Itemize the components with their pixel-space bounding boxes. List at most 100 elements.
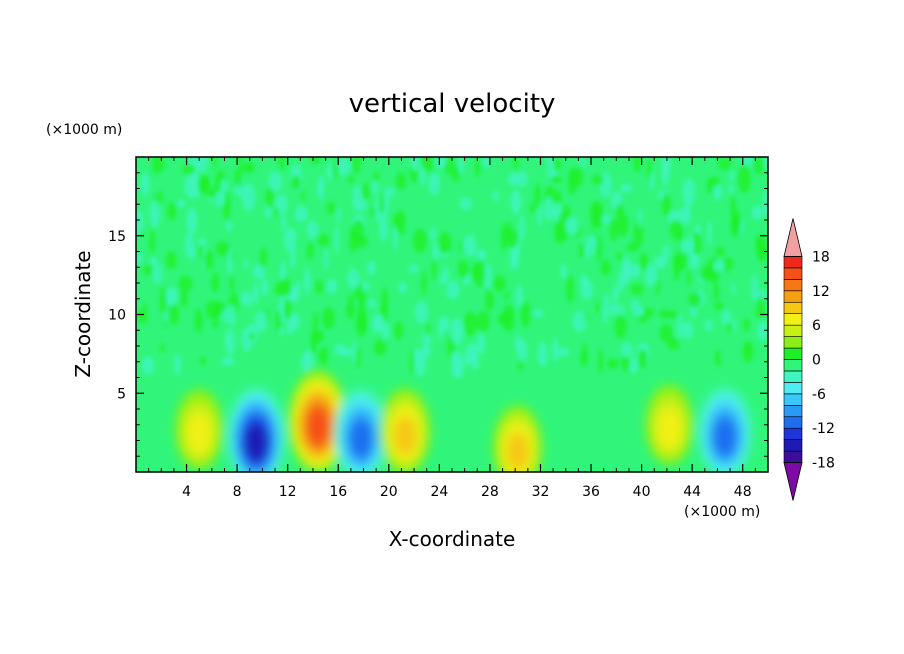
texture-streak bbox=[560, 263, 567, 279]
colorbar-tick-label: -12 bbox=[812, 421, 835, 437]
texture-streak bbox=[349, 225, 357, 254]
x-tick-label: 40 bbox=[633, 484, 651, 500]
x-axis-label: X-coordinate bbox=[389, 527, 516, 551]
colorbar-band bbox=[783, 370, 803, 383]
texture-streak bbox=[645, 263, 657, 287]
texture-streak bbox=[707, 219, 712, 246]
texture-streak bbox=[584, 236, 589, 261]
cell-0 bbox=[175, 389, 224, 470]
texture-streak bbox=[159, 343, 166, 353]
x-tick-label: 20 bbox=[380, 484, 398, 500]
texture-streak bbox=[225, 221, 233, 232]
colorbar-band bbox=[783, 439, 803, 452]
texture-streak bbox=[265, 187, 274, 209]
texture-streak bbox=[493, 275, 506, 292]
texture-streak bbox=[428, 172, 441, 195]
texture-streak bbox=[620, 342, 633, 358]
texture-streak bbox=[300, 351, 315, 376]
cell-2 bbox=[288, 370, 348, 472]
texture-streak bbox=[322, 307, 335, 330]
texture-streak bbox=[662, 245, 670, 259]
colorbar-extend-bottom bbox=[783, 462, 803, 501]
texture-streak bbox=[603, 293, 610, 309]
texture-streak bbox=[727, 184, 734, 193]
texture-streak bbox=[440, 316, 450, 332]
texture-streak bbox=[294, 205, 308, 223]
texture-streak bbox=[136, 251, 143, 264]
texture-streak bbox=[241, 183, 256, 211]
texture-streak bbox=[306, 220, 318, 239]
texture-streak bbox=[434, 157, 447, 169]
texture-streak bbox=[600, 259, 611, 276]
colorbar-band bbox=[783, 324, 803, 337]
texture-streak bbox=[301, 190, 306, 203]
texture-streak bbox=[438, 275, 444, 286]
texture-streak bbox=[323, 248, 329, 271]
texture-streak bbox=[616, 251, 622, 262]
texture-streak bbox=[286, 317, 295, 335]
texture-streak bbox=[633, 306, 645, 317]
texture-streak bbox=[414, 301, 428, 324]
texture-streak bbox=[476, 311, 490, 333]
colorbar-band bbox=[783, 450, 803, 463]
colorbar-tick-label: 12 bbox=[812, 284, 830, 300]
texture-streak bbox=[194, 308, 203, 333]
texture-streak bbox=[682, 178, 695, 207]
texture-streak bbox=[430, 226, 436, 241]
texture-streak bbox=[529, 202, 535, 214]
texture-streak bbox=[549, 175, 563, 184]
x-tick-label: 4 bbox=[182, 484, 191, 500]
texture-streak bbox=[420, 344, 431, 359]
texture-streak bbox=[475, 249, 487, 261]
texture-streak bbox=[500, 223, 508, 251]
texture-streak bbox=[608, 303, 620, 315]
colorbar-tick-label: -18 bbox=[812, 456, 835, 472]
cell-contour bbox=[394, 416, 417, 455]
texture-streak bbox=[572, 311, 587, 332]
texture-streak bbox=[630, 283, 644, 295]
colorbar-band bbox=[783, 267, 803, 280]
texture-streak bbox=[225, 327, 235, 356]
texture-streak bbox=[345, 295, 356, 320]
texture-streak bbox=[304, 267, 311, 295]
texture-streak bbox=[450, 317, 464, 346]
texture-streak bbox=[596, 234, 603, 262]
texture-streak bbox=[764, 157, 768, 170]
texture-streak bbox=[366, 261, 376, 276]
texture-streak bbox=[155, 157, 165, 173]
texture-streak bbox=[163, 309, 168, 324]
colorbar: 18 12 6 0 -6 -12 -18 bbox=[783, 218, 835, 501]
texture-streak bbox=[629, 263, 641, 278]
texture-streak bbox=[149, 200, 161, 228]
colorbar-band bbox=[783, 347, 803, 360]
x-tick-label: 48 bbox=[734, 484, 752, 500]
texture-streak bbox=[384, 186, 390, 209]
texture-streak bbox=[601, 214, 612, 224]
texture-streak bbox=[665, 310, 679, 319]
texture-streak bbox=[565, 216, 579, 236]
texture-streak bbox=[347, 174, 354, 184]
chart-title: vertical velocity bbox=[349, 89, 556, 119]
texture-streak bbox=[673, 254, 680, 282]
texture-streak bbox=[713, 184, 723, 201]
texture-streak bbox=[659, 324, 673, 343]
texture-streak bbox=[730, 215, 741, 238]
texture-streak bbox=[421, 270, 427, 296]
texture-streak bbox=[704, 319, 714, 331]
texture-streak bbox=[667, 337, 680, 351]
texture-streak bbox=[446, 280, 460, 300]
texture-streak bbox=[637, 349, 648, 368]
texture-streak bbox=[654, 255, 668, 269]
texture-streak bbox=[152, 263, 163, 284]
texture-streak bbox=[513, 157, 519, 170]
texture-streak bbox=[280, 260, 286, 284]
texture-streak bbox=[715, 349, 721, 367]
texture-streak bbox=[178, 275, 193, 292]
texture-streak bbox=[502, 304, 515, 332]
texture-streak bbox=[638, 207, 642, 228]
colorbar-band bbox=[783, 256, 803, 269]
texture-streak bbox=[442, 266, 450, 284]
texture-streak bbox=[314, 280, 324, 294]
colorbar-tick-label: -6 bbox=[812, 387, 826, 403]
texture-streak bbox=[176, 199, 186, 208]
